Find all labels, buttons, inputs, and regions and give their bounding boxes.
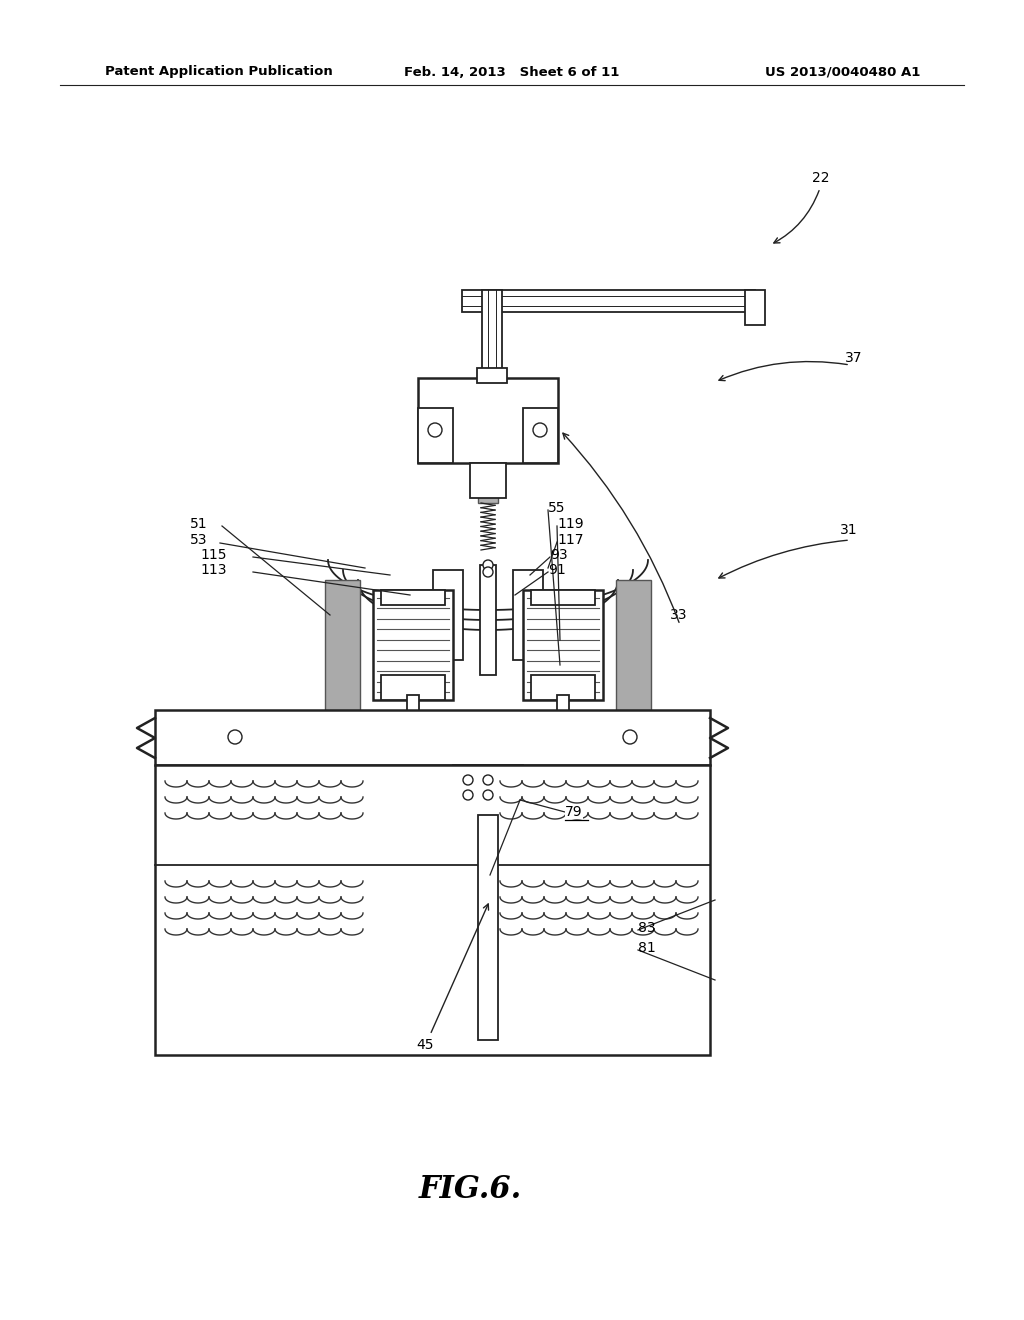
Bar <box>557 696 569 755</box>
Text: Feb. 14, 2013   Sheet 6 of 11: Feb. 14, 2013 Sheet 6 of 11 <box>404 66 620 78</box>
Bar <box>453 766 523 814</box>
Text: 83: 83 <box>638 921 655 935</box>
Circle shape <box>483 560 493 570</box>
Text: 55: 55 <box>548 502 565 515</box>
Bar <box>745 290 765 325</box>
Circle shape <box>463 789 473 800</box>
Circle shape <box>228 730 242 744</box>
Bar <box>470 463 506 498</box>
Text: 37: 37 <box>845 351 862 366</box>
Bar <box>531 675 595 700</box>
Bar <box>531 590 595 605</box>
Circle shape <box>483 775 493 785</box>
Text: 79: 79 <box>565 805 583 818</box>
Text: 91: 91 <box>548 564 565 577</box>
Bar <box>325 579 360 715</box>
Bar <box>462 290 755 312</box>
Circle shape <box>428 422 442 437</box>
Text: 33: 33 <box>670 609 687 622</box>
Bar <box>477 368 507 383</box>
Bar <box>381 590 445 605</box>
Text: 81: 81 <box>638 941 655 954</box>
Bar <box>407 696 419 755</box>
Bar <box>616 579 651 715</box>
Bar <box>418 408 453 463</box>
Circle shape <box>483 789 493 800</box>
Circle shape <box>623 730 637 744</box>
Bar <box>478 814 498 1040</box>
Text: 117: 117 <box>557 533 584 546</box>
Text: 45: 45 <box>416 1038 434 1052</box>
Text: US 2013/0040480 A1: US 2013/0040480 A1 <box>765 66 920 78</box>
Bar <box>480 565 496 675</box>
Bar <box>523 590 603 700</box>
Text: 31: 31 <box>840 523 858 537</box>
Bar <box>433 570 463 660</box>
Bar <box>513 570 543 660</box>
Text: 113: 113 <box>200 564 226 577</box>
Circle shape <box>483 568 493 577</box>
Text: 53: 53 <box>190 533 208 546</box>
Text: 51: 51 <box>190 517 208 531</box>
Bar <box>373 590 453 700</box>
Bar <box>155 710 710 766</box>
Circle shape <box>534 422 547 437</box>
Text: Patent Application Publication: Patent Application Publication <box>105 66 333 78</box>
Bar <box>523 408 558 463</box>
Bar <box>482 290 502 380</box>
Bar <box>478 463 498 503</box>
Text: 115: 115 <box>200 548 226 562</box>
Bar <box>418 378 558 463</box>
Bar <box>155 766 710 1055</box>
Text: 93: 93 <box>550 548 567 562</box>
Text: 22: 22 <box>812 172 829 185</box>
Bar <box>381 675 445 700</box>
Circle shape <box>463 775 473 785</box>
Text: FIG.6.: FIG.6. <box>419 1175 521 1205</box>
Text: 119: 119 <box>557 517 584 531</box>
